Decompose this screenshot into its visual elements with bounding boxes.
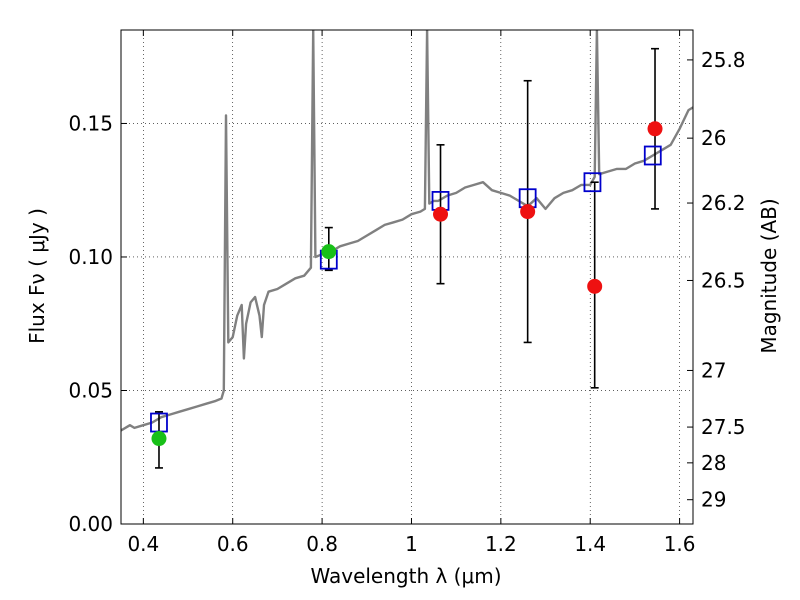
error-bars-layer: [154, 47, 660, 469]
model-photometry-square: [583, 172, 602, 193]
data-points-layer: [150, 121, 663, 447]
x-tick-label: 0.6: [217, 532, 249, 556]
model-spectrum-layer: [121, 30, 693, 432]
grid-lines: [121, 30, 693, 524]
y-tick-label: 0.00: [68, 512, 113, 536]
x-axis-label: Wavelength λ (μm): [310, 564, 501, 588]
red-data-point: [647, 121, 663, 137]
green-data-point: [321, 244, 337, 260]
x-tick-label: 0.8: [306, 532, 338, 556]
right-tick-label: 25.8: [701, 48, 746, 72]
plot-frame: [120, 29, 694, 525]
y-axis-label: Flux Fν ( μJy ): [25, 208, 49, 344]
ticks-layer: 0.4 0.6 0.8 1 1.2 1.4 1.6 0.00 0.05 0.10 0.15 25.8 2…: [68, 30, 746, 556]
right-tick-label: 26: [701, 126, 726, 150]
right-axis-label: Magnitude (AB): [757, 198, 781, 353]
green-data-point: [151, 431, 167, 447]
x-tick-label: 1.4: [574, 532, 606, 556]
x-tick-label: 1: [405, 532, 418, 556]
y-tick-label: 0.10: [68, 245, 113, 269]
model-photometry-square: [643, 145, 662, 166]
model-spectrum-line: [121, 30, 693, 432]
y-tick-label: 0.15: [68, 111, 113, 135]
red-data-point: [520, 204, 536, 220]
right-tick-label: 27.5: [701, 415, 746, 439]
right-tick-label: 26.2: [701, 191, 746, 215]
red-data-point: [433, 206, 449, 222]
x-tick-label: 0.4: [127, 532, 159, 556]
right-tick-label: 29: [701, 488, 726, 512]
y-tick-label: 0.05: [68, 378, 113, 402]
right-tick-label: 28: [701, 451, 726, 475]
red-data-point: [587, 278, 603, 294]
x-tick-label: 1.2: [485, 532, 517, 556]
right-tick-label: 26.5: [701, 268, 746, 292]
x-tick-label: 1.6: [664, 532, 696, 556]
right-tick-label: 27: [701, 358, 726, 382]
